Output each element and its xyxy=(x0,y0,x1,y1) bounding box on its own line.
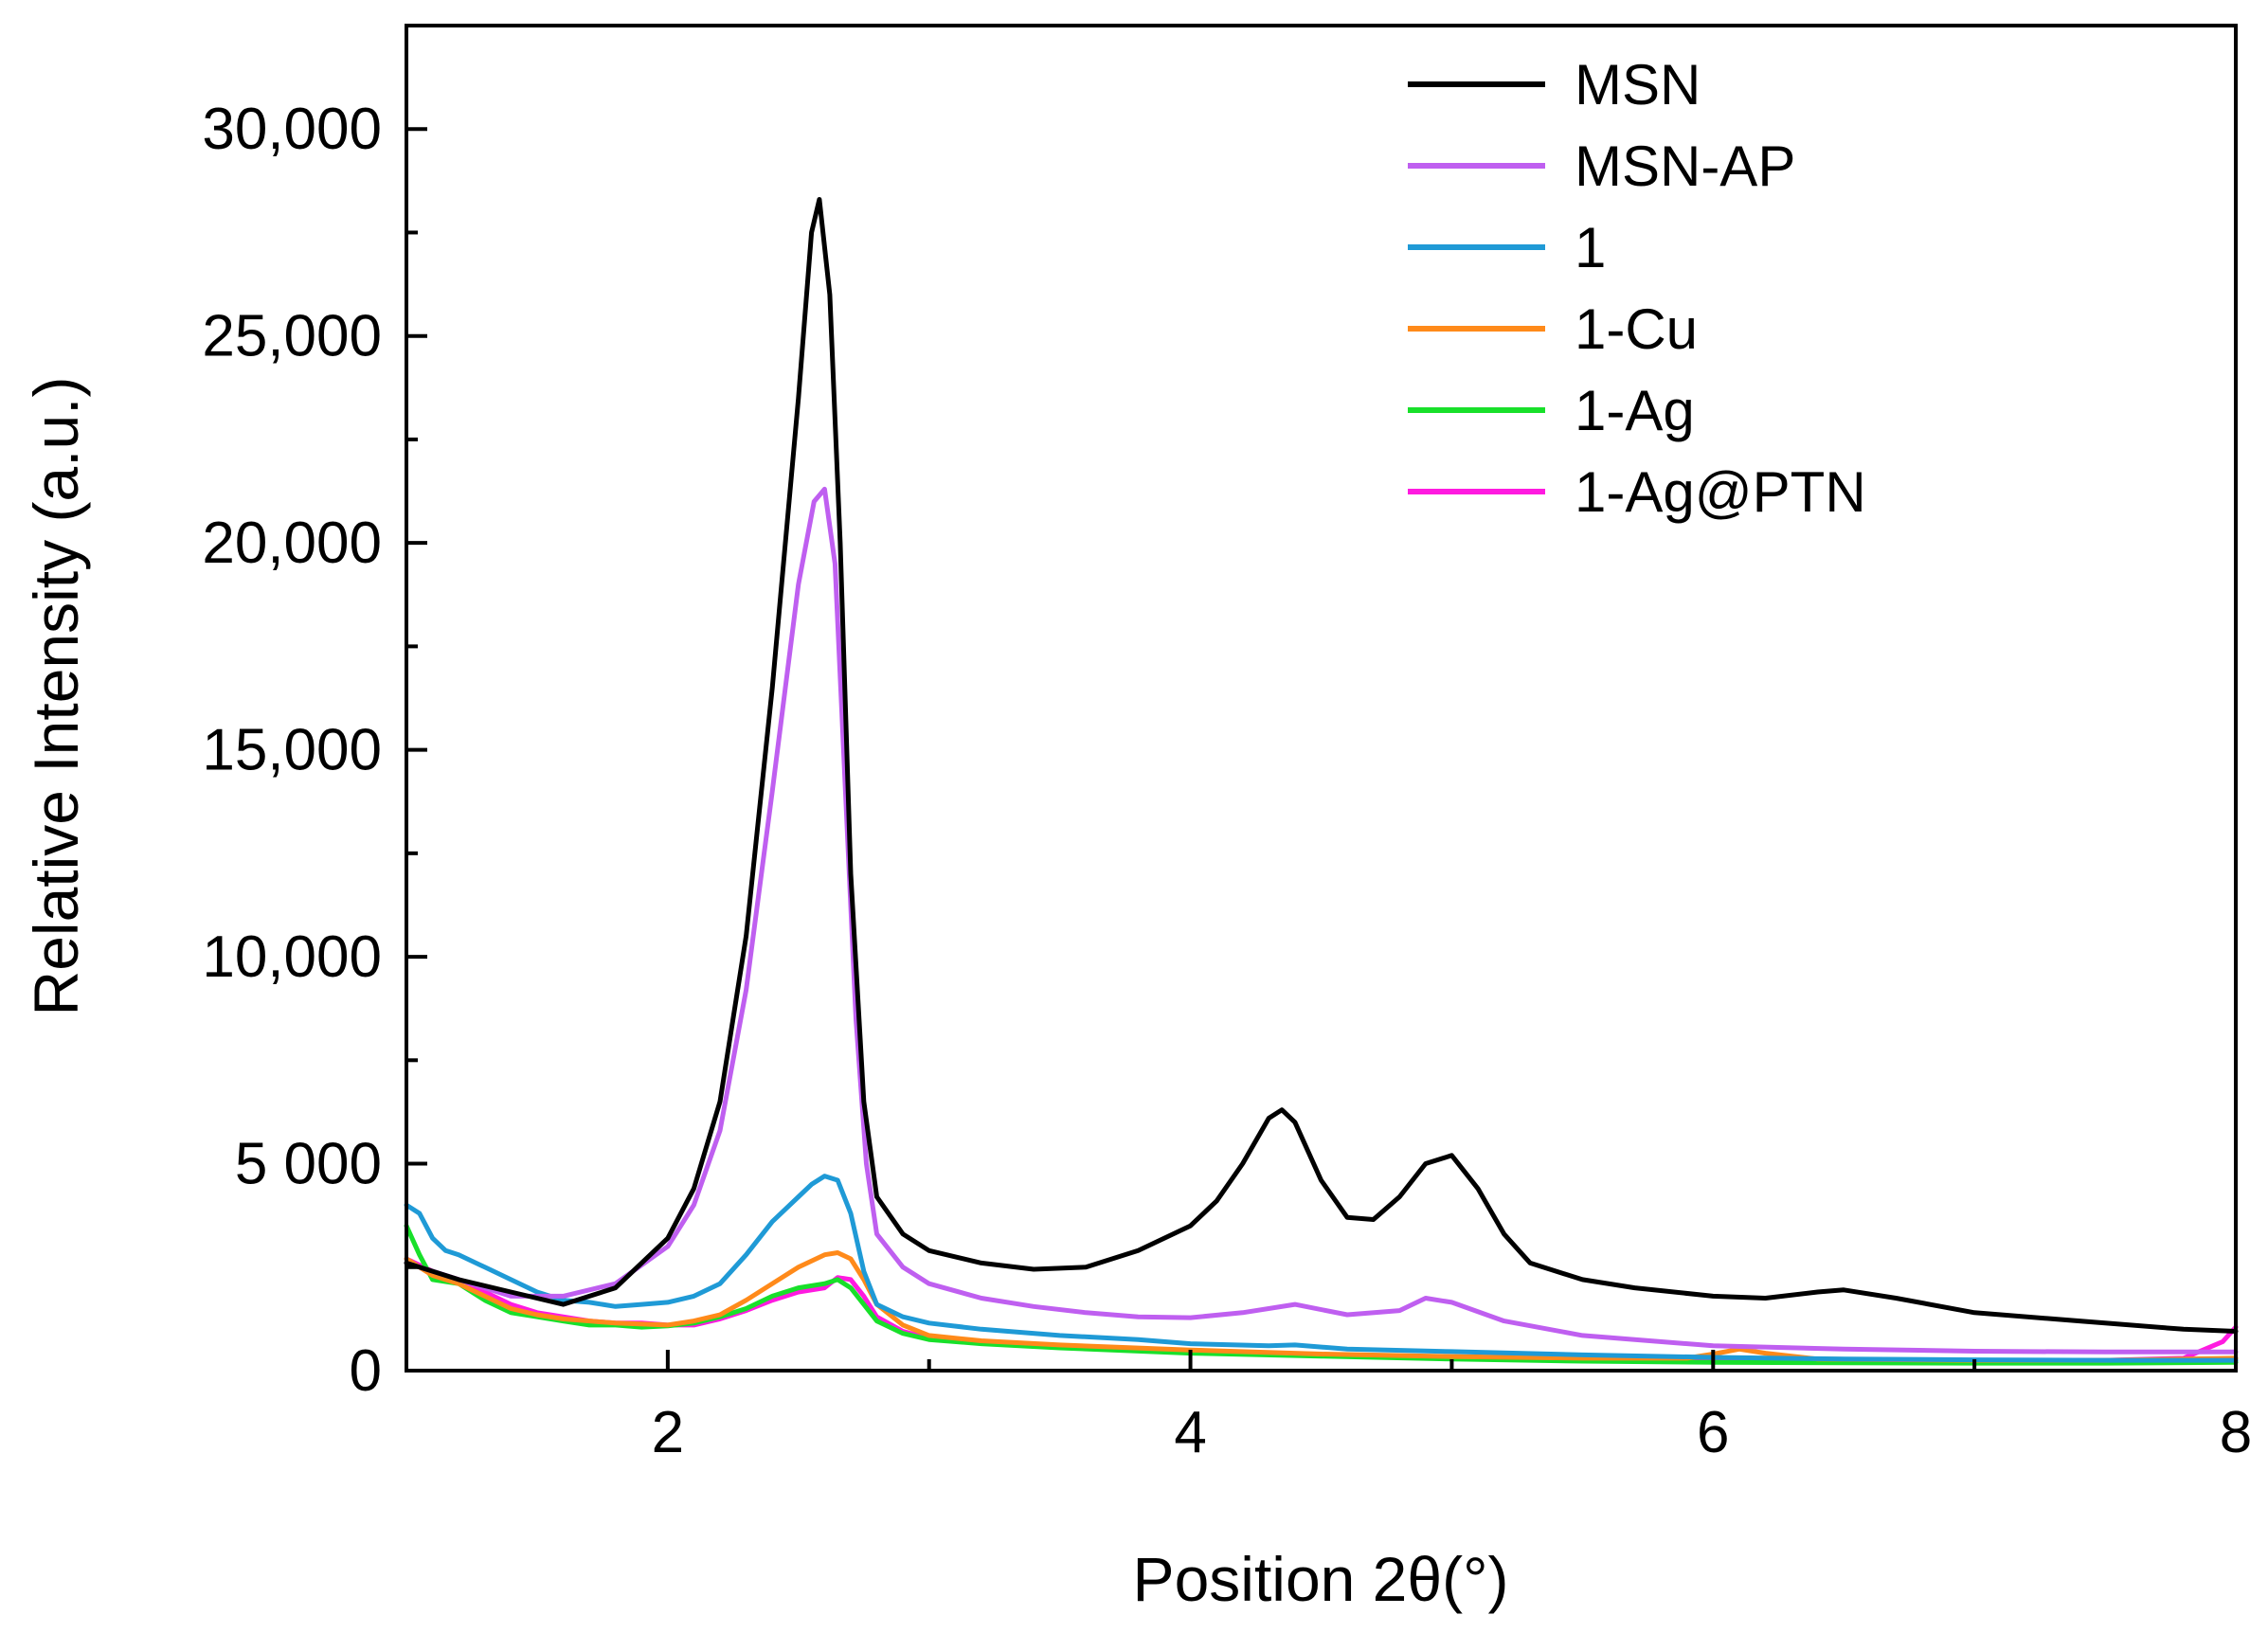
series-line-0 xyxy=(404,197,2239,1334)
x-tick-label: 6 xyxy=(1697,1400,1729,1465)
y-tick-label: 10,000 xyxy=(202,924,382,990)
y-axis-title: Relative Intensity (a.u.) xyxy=(21,377,91,1016)
legend: MSN MSN-AP 1 1-Cu 1-Ag 1-Ag@PTN xyxy=(1408,53,1866,524)
y-tick-label: 0 xyxy=(350,1338,382,1404)
series-layer xyxy=(404,197,2239,1366)
y-tick-label: 20,000 xyxy=(202,511,382,576)
legend-label: MSN xyxy=(1575,53,1701,117)
y-tick-label: 30,000 xyxy=(202,97,382,162)
x-tick-label: 4 xyxy=(1174,1400,1206,1465)
x-tick-label: 2 xyxy=(652,1400,684,1465)
legend-label: 1-Cu xyxy=(1575,297,1698,361)
series-line-1 xyxy=(404,486,2239,1355)
legend-label: 1 xyxy=(1575,216,1606,279)
y-axis: 0 5 000 10,000 15,000 20,000 25,000 30,000 xyxy=(202,97,427,1404)
plot-frame xyxy=(405,24,2238,1373)
legend-label: 1-Ag@PTN xyxy=(1575,460,1866,524)
y-tick-label: 25,000 xyxy=(202,304,382,369)
y-tick-label: 15,000 xyxy=(202,718,382,783)
series-line-4 xyxy=(404,1223,2239,1366)
legend-label: 1-Ag xyxy=(1575,379,1695,442)
x-tick-label: 8 xyxy=(2220,1400,2252,1465)
series-line-2 xyxy=(404,1174,2239,1363)
legend-label: MSN-AP xyxy=(1575,135,1795,198)
x-axis-title: Position 2θ(°) xyxy=(1133,1544,1509,1614)
y-tick-label: 5 000 xyxy=(235,1132,382,1197)
series-line-3 xyxy=(404,1250,2239,1363)
x-axis: 2 4 6 8 xyxy=(652,1350,2252,1465)
